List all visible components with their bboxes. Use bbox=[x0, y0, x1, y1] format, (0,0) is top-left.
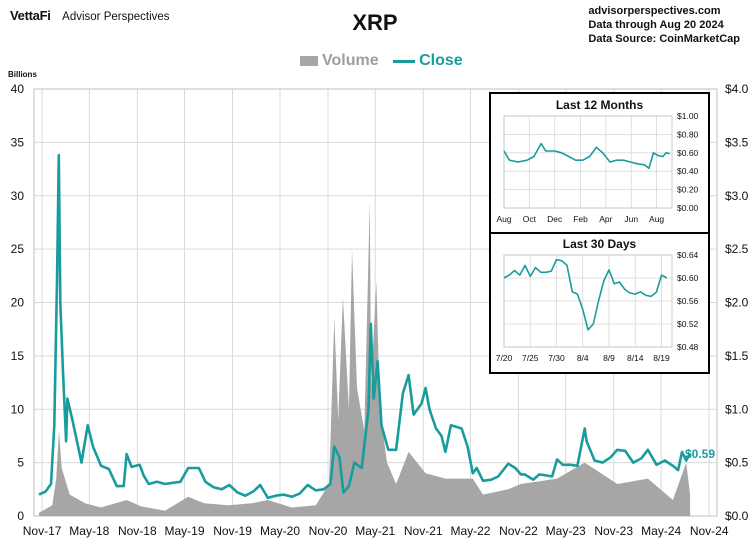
inset-30d-title: Last 30 Days bbox=[563, 237, 637, 251]
y-right-tick-label: $2.5 bbox=[725, 242, 749, 256]
inset-30d-x-tick-label: 8/4 bbox=[577, 353, 589, 363]
y-left-tick-label: 10 bbox=[11, 402, 25, 416]
source-line: advisorperspectives.com bbox=[588, 5, 721, 17]
y-right-tick-label: $1.0 bbox=[725, 402, 749, 416]
x-tick-label: May-24 bbox=[641, 524, 681, 538]
x-tick-label: May-20 bbox=[260, 524, 300, 538]
last-value-label: $0.59 bbox=[685, 447, 715, 461]
inset-30d-x-tick-label: 7/20 bbox=[496, 353, 513, 363]
y-right-tick-label: $2.0 bbox=[725, 296, 749, 310]
inset-30d-y-tick-label: $0.52 bbox=[677, 319, 699, 329]
inset-12m-plot-frame bbox=[503, 115, 673, 209]
y-left-tick-label: 15 bbox=[11, 349, 25, 363]
inset-30d-x-tick-label: 8/14 bbox=[627, 353, 644, 363]
x-tick-label: May-22 bbox=[450, 524, 490, 538]
x-tick-label: May-19 bbox=[165, 524, 205, 538]
inset-30d-x-tick-label: 7/30 bbox=[548, 353, 565, 363]
inset-12m-x-tick-label: Feb bbox=[573, 214, 588, 224]
brand-name: VettaFi bbox=[10, 8, 51, 23]
y-left-tick-label: 20 bbox=[11, 296, 25, 310]
x-tick-label: Nov-23 bbox=[594, 524, 633, 538]
x-tick-label: May-23 bbox=[546, 524, 586, 538]
y-right-tick-label: $3.5 bbox=[725, 135, 749, 149]
y-left-tick-label: 40 bbox=[11, 82, 25, 96]
inset-12m-y-tick-label: $0.80 bbox=[677, 129, 699, 139]
inset-12m-x-tick-label: Aug bbox=[649, 214, 664, 224]
y-left-tick-label: 30 bbox=[11, 189, 25, 203]
legend-volume-swatch bbox=[300, 56, 318, 66]
x-tick-label: Nov-20 bbox=[309, 524, 348, 538]
inset-30d-plot-frame bbox=[503, 254, 673, 348]
inset-12m-x-tick-label: Aug bbox=[496, 214, 511, 224]
chart-title: XRP bbox=[352, 10, 398, 35]
brand-logo: VettaFi Advisor Perspectives bbox=[10, 8, 170, 23]
y-right-tick-label: $0.0 bbox=[725, 509, 749, 523]
inset-12m-close-line bbox=[503, 142, 670, 170]
inset-30d-x-tick-label: 8/19 bbox=[653, 353, 670, 363]
y-right-tick-label: $1.5 bbox=[725, 349, 749, 363]
legend-close-swatch bbox=[393, 59, 416, 63]
y-right-tick-label: $0.5 bbox=[725, 456, 749, 470]
legend-close-label: Close bbox=[419, 52, 463, 69]
inset-30d-y-tick-label: $0.56 bbox=[677, 296, 699, 306]
inset-30d-x-tick-label: 7/25 bbox=[522, 353, 539, 363]
inset-30d-x-tick-label: 8/9 bbox=[603, 353, 615, 363]
inset-30d-close-line bbox=[503, 258, 668, 331]
inset-30d-y-tick-label: $0.64 bbox=[677, 250, 699, 260]
inset-12m-y-tick-label: $0.00 bbox=[677, 203, 699, 213]
inset-30d-y-tick-label: $0.60 bbox=[677, 273, 699, 283]
legend: Volume Close bbox=[300, 52, 463, 70]
inset-12m-y-tick-label: $0.20 bbox=[677, 185, 699, 195]
y-left-tick-label: 0 bbox=[17, 509, 24, 523]
close-line bbox=[38, 153, 692, 500]
x-tick-label: May-21 bbox=[355, 524, 395, 538]
inset-30d-y-tick-label: $0.48 bbox=[677, 342, 699, 352]
y-right-tick-label: $3.0 bbox=[725, 189, 749, 203]
x-tick-label: Nov-22 bbox=[499, 524, 538, 538]
y-left-tick-label: 35 bbox=[11, 135, 25, 149]
inset-12m-y-tick-label: $0.60 bbox=[677, 148, 699, 158]
x-tick-label: May-18 bbox=[69, 524, 109, 538]
inset-12m-y-tick-label: $0.40 bbox=[677, 166, 699, 176]
x-tick-label: Nov-19 bbox=[213, 524, 252, 538]
brand-subtitle: Advisor Perspectives bbox=[62, 11, 170, 23]
source-line: Data Source: CoinMarketCap bbox=[588, 33, 740, 45]
x-tick-label: Nov-24 bbox=[690, 524, 729, 538]
x-tick-label: Nov-21 bbox=[404, 524, 443, 538]
units-label: Billions bbox=[8, 70, 37, 79]
inset-12m-x-tick-label: Apr bbox=[599, 214, 612, 224]
source-line: Data through Aug 20 2024 bbox=[588, 19, 724, 31]
source-info: advisorperspectives.com Data through Aug… bbox=[588, 4, 740, 46]
x-tick-label: Nov-17 bbox=[23, 524, 62, 538]
x-tick-label: Nov-18 bbox=[118, 524, 157, 538]
y-left-tick-label: 5 bbox=[17, 456, 24, 470]
y-right-tick-label: $4.0 bbox=[725, 82, 749, 96]
legend-volume-label: Volume bbox=[322, 52, 379, 69]
y-left-tick-label: 25 bbox=[11, 242, 25, 256]
inset-12m-x-tick-label: Dec bbox=[547, 214, 563, 224]
inset-12m-x-tick-label: Oct bbox=[523, 214, 537, 224]
inset-12m-title: Last 12 Months bbox=[556, 98, 644, 112]
inset-12m-y-tick-label: $1.00 bbox=[677, 111, 699, 121]
inset-12m-x-tick-label: Jun bbox=[624, 214, 638, 224]
